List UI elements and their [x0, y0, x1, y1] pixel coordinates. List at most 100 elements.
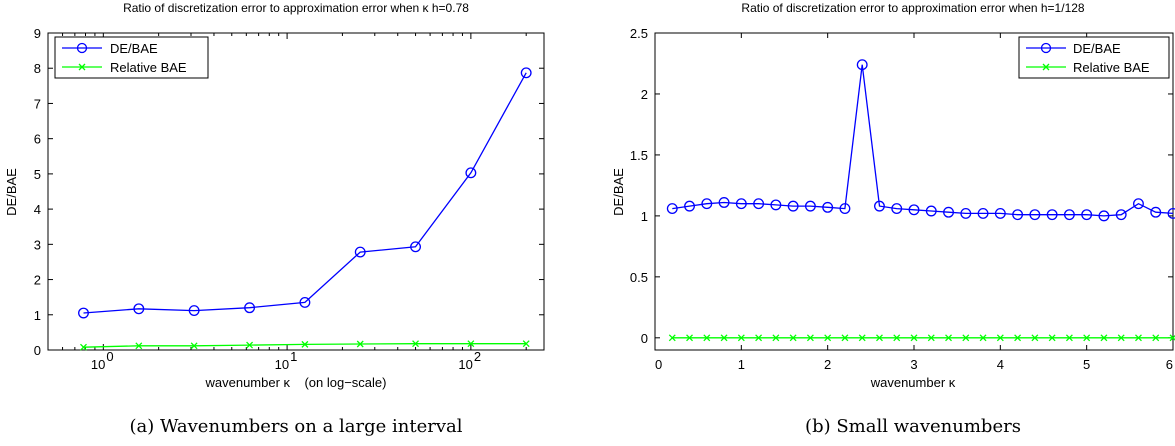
chart-b-ylabel: DE/BAE: [611, 168, 626, 216]
chart-a-y-tick-label: 9: [34, 26, 41, 41]
chart-a-point-de-bae: [520, 67, 532, 79]
chart-a-y-tick-label: 5: [34, 167, 41, 182]
chart-b-series-line-de-bae: [672, 64, 1174, 217]
chart-b-point-relative-bae: [789, 334, 797, 342]
chart-b-y-tick-label: 0.5: [630, 270, 648, 285]
chart-b-x-tick-label: 1: [738, 357, 745, 372]
chart-a-point-relative-bae: [467, 340, 475, 348]
chart-b-point-de-bae: [1150, 206, 1162, 218]
chart-a: Ratio of discretization error to approxi…: [4, 1, 545, 437]
chart-b-point-de-bae: [684, 200, 695, 212]
chart-b-legend-marker-relative-bae: [1042, 63, 1050, 71]
chart-b-point-de-bae: [1029, 209, 1041, 221]
chart-b-point-relative-bae: [1100, 334, 1108, 342]
chart-a-legend-label-relative-bae: Relative BAE: [110, 60, 187, 75]
chart-b-point-de-bae: [701, 198, 713, 210]
chart-a-title: Ratio of discretization error to approxi…: [123, 1, 469, 15]
chart-b-point-de-bae: [1098, 210, 1110, 222]
chart-b-point-de-bae: [804, 200, 816, 212]
chart-b-point-relative-bae: [720, 334, 728, 342]
chart-a-y-tick-label: 4: [34, 202, 41, 217]
chart-b-point-de-bae: [925, 205, 937, 217]
chart-a-point-de-bae: [188, 305, 200, 317]
chart-b-point-relative-bae: [910, 334, 918, 342]
chart-a-point-de-bae: [410, 241, 421, 253]
chart-b-point-de-bae: [943, 206, 954, 218]
chart-b-point-relative-bae: [1083, 334, 1091, 342]
chart-a-point-relative-bae: [412, 340, 420, 348]
chart-b: Ratio of discretization error to approxi…: [611, 1, 1175, 437]
chart-b-point-de-bae: [1115, 209, 1127, 221]
chart-a-y-tick-label: 2: [34, 273, 41, 288]
chart-a-y-tick-label: 0: [34, 343, 41, 358]
chart-b-x-tick-label: 6: [1166, 357, 1173, 372]
chart-b-point-relative-bae: [927, 334, 935, 342]
chart-b-point-de-bae: [1133, 198, 1144, 210]
chart-b-y-tick-label: 2.5: [630, 26, 648, 41]
chart-b-point-relative-bae: [824, 334, 832, 342]
chart-b-point-relative-bae: [806, 334, 814, 342]
chart-a-y-tick-label: 8: [34, 61, 41, 76]
chart-b-point-relative-bae: [1117, 334, 1125, 342]
chart-b-legend-marker-de-bae: [1040, 42, 1052, 54]
chart-a-ylabel: DE/BAE: [4, 168, 19, 216]
chart-b-point-de-bae: [753, 198, 765, 210]
chart-a-caption: (a) Wavenumbers on a large interval: [129, 416, 462, 437]
chart-a-point-de-bae: [354, 246, 366, 258]
chart-b-x-tick-label: 5: [1083, 357, 1090, 372]
chart-b-point-de-bae: [735, 198, 747, 210]
chart-b-legend-label-de-bae: DE/BAE: [1073, 41, 1121, 56]
chart-a-x-tick-label: 10: [91, 357, 105, 372]
chart-a-legend-marker-relative-bae: [78, 63, 86, 71]
chart-b-point-relative-bae: [1152, 334, 1160, 342]
chart-b-point-relative-bae: [858, 334, 866, 342]
chart-a-xlabel: wavenumber κ (on log−scale): [204, 375, 386, 390]
chart-b-point-de-bae: [1063, 209, 1075, 221]
chart-b-point-relative-bae: [1065, 334, 1073, 342]
chart-a-legend-marker-de-bae: [76, 42, 88, 54]
chart-a-x-tick-label: 10: [275, 357, 289, 372]
chart-b-legend: DE/BAE Relative BAE: [1018, 36, 1170, 79]
chart-b-y-tick-label: 1.5: [630, 148, 648, 163]
chart-b-y-tick-label: 1: [641, 209, 648, 224]
chart-b-point-relative-bae: [841, 334, 849, 342]
chart-b-point-de-bae: [856, 59, 868, 71]
chart-b-point-de-bae: [839, 203, 851, 215]
chart-a-point-de-bae: [133, 303, 145, 315]
chart-b-x-tick-label: 3: [910, 357, 917, 372]
chart-b-point-relative-bae: [737, 334, 745, 342]
chart-b-point-relative-bae: [1135, 334, 1142, 342]
chart-b-point-relative-bae: [945, 334, 952, 342]
chart-b-point-de-bae: [666, 203, 678, 215]
chart-a-y-tick-label: 6: [34, 132, 41, 147]
chart-b-point-relative-bae: [1031, 334, 1039, 342]
chart-a-point-de-bae: [78, 307, 89, 319]
chart-b-x-tick-label: 2: [824, 357, 831, 372]
chart-a-legend: DE/BAE Relative BAE: [54, 36, 209, 79]
chart-b-y-tick-label: 2: [641, 87, 648, 102]
chart-b-series: [666, 59, 1175, 342]
chart-a-x-tick-label-exponent: 2: [474, 349, 481, 364]
chart-a-y-tick-label: 7: [34, 96, 41, 111]
chart-b-point-de-bae: [770, 199, 782, 211]
chart-a-point-de-bae: [465, 167, 477, 179]
chart-a-plot-area: [47, 32, 545, 351]
chart-b-point-de-bae: [874, 200, 885, 212]
chart-b-point-relative-bae: [979, 334, 987, 342]
chart-b-point-de-bae: [1081, 209, 1093, 221]
chart-b-x-tick-label: 4: [997, 357, 1004, 372]
chart-a-series-line-de-bae: [83, 72, 527, 314]
chart-a-x-tick-label-exponent: 0: [106, 349, 113, 364]
chart-a-x-tick-label: 10: [458, 357, 472, 372]
chart-b-point-relative-bae: [668, 334, 676, 342]
chart-b-point-de-bae: [994, 207, 1006, 219]
chart-a-y-tick-label: 1: [34, 308, 41, 323]
chart-a-y-tick-label: 3: [34, 237, 41, 252]
chart-b-caption: (b) Small wavenumbers: [805, 416, 1021, 437]
chart-b-x-tick-label: 0: [655, 357, 662, 372]
chart-a-point-de-bae: [299, 297, 311, 308]
chart-b-point-de-bae: [908, 204, 920, 216]
chart-b-point-de-bae: [1167, 207, 1175, 219]
chart-b-point-de-bae: [718, 197, 730, 208]
